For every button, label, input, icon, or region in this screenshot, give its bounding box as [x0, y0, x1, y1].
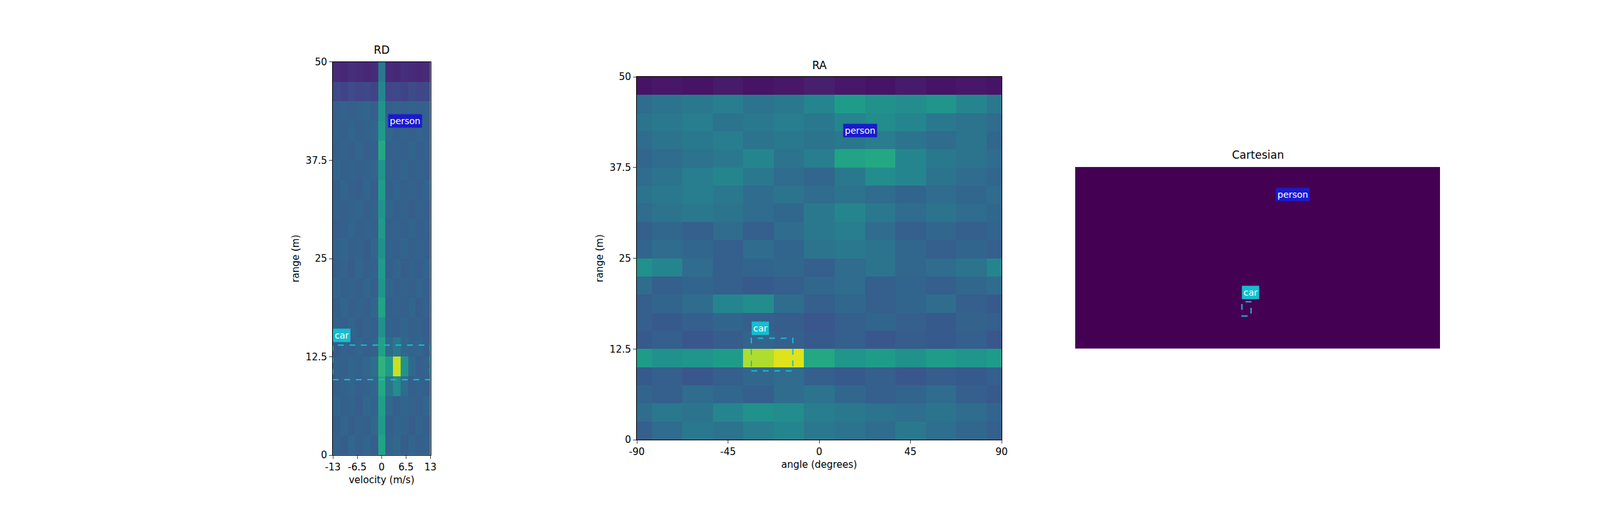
svg-text:-13: -13: [325, 461, 342, 473]
svg-text:-6.5: -6.5: [347, 461, 367, 473]
svg-text:RA: RA: [812, 58, 827, 72]
svg-text:-90: -90: [629, 446, 646, 458]
svg-text:50: 50: [618, 71, 632, 83]
svg-text:25: 25: [314, 252, 328, 265]
svg-text:-45: -45: [720, 446, 736, 458]
svg-text:car: car: [1243, 287, 1258, 298]
svg-text:45: 45: [904, 446, 917, 458]
svg-text:person: person: [389, 115, 421, 127]
svg-text:person: person: [844, 125, 876, 136]
svg-text:person: person: [1277, 189, 1309, 200]
svg-text:range (m): range (m): [289, 234, 302, 283]
svg-text:50: 50: [314, 56, 328, 68]
svg-text:6.5: 6.5: [398, 461, 414, 473]
svg-text:range (m): range (m): [593, 234, 606, 283]
svg-text:90: 90: [995, 446, 1008, 458]
svg-text:0: 0: [320, 449, 328, 461]
svg-text:0: 0: [624, 433, 632, 446]
svg-text:37.5: 37.5: [305, 154, 328, 167]
svg-text:car: car: [334, 330, 349, 341]
svg-text:12.5: 12.5: [305, 351, 328, 363]
svg-text:12.5: 12.5: [609, 343, 632, 356]
svg-text:RD: RD: [373, 43, 390, 57]
svg-text:37.5: 37.5: [609, 161, 632, 174]
svg-text:25: 25: [618, 252, 632, 265]
svg-text:0: 0: [816, 446, 823, 458]
svg-text:Cartesian: Cartesian: [1232, 148, 1284, 162]
svg-text:velocity (m/s): velocity (m/s): [348, 474, 415, 486]
svg-text:0: 0: [378, 461, 385, 473]
svg-text:car: car: [753, 323, 768, 334]
svg-text:13: 13: [424, 461, 437, 473]
svg-text:angle (degrees): angle (degrees): [781, 458, 857, 471]
